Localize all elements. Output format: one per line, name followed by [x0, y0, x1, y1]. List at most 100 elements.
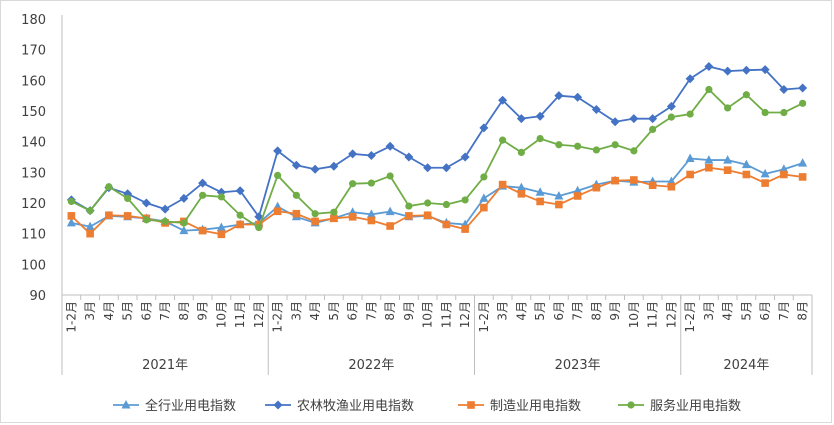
series-line	[70, 88, 804, 229]
x-tick-label: 3月	[702, 301, 716, 321]
data-point	[123, 212, 132, 220]
data-point	[499, 136, 507, 144]
data-point	[555, 141, 563, 149]
data-point	[330, 208, 338, 216]
data-point	[535, 187, 545, 196]
data-point	[685, 153, 695, 163]
data-point	[480, 203, 488, 212]
data-point	[236, 211, 244, 219]
data-point	[442, 220, 451, 229]
data-point	[236, 220, 244, 229]
x-tick-label: 10月	[421, 301, 435, 328]
data-point	[367, 216, 376, 225]
x-tick-label: 11月	[233, 301, 247, 328]
x-tick-label: 12月	[252, 301, 266, 328]
series-1	[66, 62, 808, 222]
data-point	[649, 125, 657, 133]
legend-label: 制造业用电指数	[490, 399, 581, 414]
data-point	[799, 99, 807, 107]
data-point	[761, 108, 769, 117]
data-point	[573, 192, 582, 200]
data-point	[330, 214, 338, 223]
data-point	[292, 209, 301, 218]
data-point	[723, 155, 733, 164]
y-axis-tick-labels: 90 100 110 120 130 140 150 160 170 180	[21, 13, 46, 304]
data-point	[704, 62, 714, 72]
legend: 全行业用电指数 农林牧渔业用电指数 制造业用电指数 服务业用电指数	[113, 398, 741, 414]
x-tick-label: 6月	[552, 301, 566, 321]
data-point	[741, 159, 751, 169]
x-tick-label: 5月	[327, 301, 341, 321]
data-point	[105, 183, 113, 191]
data-point	[66, 217, 76, 227]
data-point	[630, 176, 638, 184]
year-label: 2022年	[348, 358, 394, 373]
data-point	[741, 65, 751, 75]
x-tick-label: 7月	[777, 301, 791, 321]
data-point	[574, 142, 582, 150]
data-point	[685, 74, 695, 84]
data-point	[592, 183, 601, 192]
data-point	[179, 193, 189, 203]
data-point	[536, 197, 544, 206]
x-tick-label: 5月	[121, 301, 135, 321]
data-point	[479, 123, 489, 133]
data-point	[798, 158, 808, 167]
x-axis-tick-labels: 1-2月 3月 4月 5月 6月 7月 8月 9月 10月 11月 12月 1-2月 3月 4月 5月 6月 7…	[64, 301, 809, 333]
y-tick-label: 140	[21, 136, 46, 151]
legend-marker	[467, 401, 475, 409]
data-point	[704, 155, 714, 164]
data-point	[217, 193, 225, 201]
x-tick-label: 7月	[158, 301, 172, 321]
data-point	[742, 170, 751, 179]
data-point	[348, 213, 357, 221]
data-point	[405, 212, 413, 220]
data-point	[142, 216, 150, 224]
data-point	[610, 117, 620, 127]
data-point	[311, 210, 319, 218]
data-point	[405, 202, 413, 210]
data-point	[255, 223, 263, 232]
data-point	[348, 149, 358, 159]
data-point	[517, 148, 525, 156]
x-tick-label: 8月	[796, 301, 810, 321]
x-tick-label: 3月	[83, 301, 97, 321]
data-point	[479, 193, 489, 202]
data-point	[329, 161, 339, 171]
data-point	[366, 150, 376, 160]
data-point	[461, 225, 469, 233]
legend-label: 服务业用电指数	[650, 398, 741, 414]
year-label: 2021年	[142, 358, 188, 373]
data-point	[198, 178, 208, 188]
data-point	[760, 168, 770, 178]
data-point	[385, 141, 395, 151]
legend-marker	[121, 400, 131, 409]
data-point	[367, 179, 375, 187]
data-point	[480, 173, 488, 181]
data-point	[311, 217, 319, 226]
data-point	[86, 207, 94, 215]
x-tick-label: 9月	[608, 301, 622, 321]
data-point	[141, 198, 151, 208]
x-axis-year-groups: 2021年 2022年 2023年 2024年	[142, 358, 769, 373]
legend-item: 农林牧渔业用电指数	[265, 399, 414, 414]
data-point	[86, 229, 94, 238]
axes	[61, 15, 813, 375]
data-point	[723, 166, 732, 174]
data-point	[780, 170, 788, 179]
x-tick-label: 9月	[402, 301, 416, 321]
y-tick-label: 130	[21, 166, 46, 181]
data-point	[779, 85, 789, 95]
data-point	[274, 171, 282, 179]
data-point	[385, 206, 395, 216]
data-point	[404, 152, 414, 162]
x-tick-label: 4月	[514, 301, 528, 321]
x-tick-label: 10月	[214, 301, 228, 328]
x-tick-label: 11月	[646, 301, 660, 328]
data-point	[441, 163, 451, 173]
legend-item: 制造业用电指数	[458, 399, 581, 414]
x-tick-label: 5月	[739, 301, 753, 321]
data-point	[67, 197, 75, 206]
data-point	[648, 181, 657, 190]
